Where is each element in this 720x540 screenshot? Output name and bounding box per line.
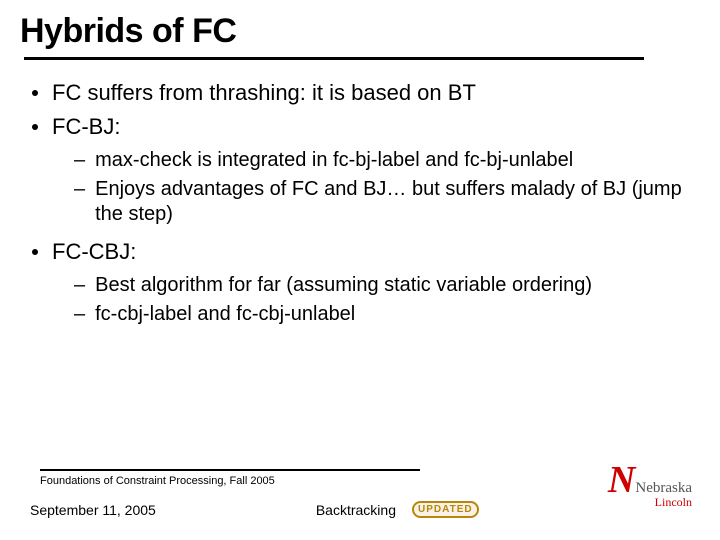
content-area: FC suffers from thrashing: it is based o… (0, 60, 720, 327)
slide-title: Hybrids of FC (20, 12, 700, 51)
university-logo: NNebraska Lincoln (608, 465, 692, 510)
dash-icon: – (74, 302, 85, 327)
bullet-item: FC-CBJ: (32, 239, 688, 265)
footer-date: September 11, 2005 (30, 502, 156, 518)
sub-bullet-text: Enjoys advantages of FC and BJ… but suff… (95, 177, 688, 227)
bullet-text: FC-BJ: (52, 114, 120, 140)
sub-bullet-text: Best algorithm for far (assuming static … (95, 273, 592, 298)
dash-icon: – (74, 148, 85, 173)
updated-badge: UPDATED (412, 501, 479, 518)
bullet-dot-icon (32, 124, 38, 130)
logo-letter-icon: N (608, 465, 635, 495)
title-area: Hybrids of FC (0, 0, 720, 60)
footer-rule (40, 469, 420, 471)
bullet-dot-icon (32, 90, 38, 96)
bullet-text: FC-CBJ: (52, 239, 136, 265)
sub-bullet-item: – fc-cbj-label and fc-cbj-unlabel (74, 302, 688, 327)
logo-row: NNebraska (608, 465, 692, 497)
bullet-dot-icon (32, 249, 38, 255)
sub-bullet-text: max-check is integrated in fc-bj-label a… (95, 148, 573, 173)
sub-bullet-item: – max-check is integrated in fc-bj-label… (74, 148, 688, 173)
bullet-text: FC suffers from thrashing: it is based o… (52, 80, 476, 106)
footer-topic: Backtracking (316, 502, 396, 518)
dash-icon: – (74, 177, 85, 202)
logo-name: Nebraska (635, 480, 692, 496)
sub-list: – Best algorithm for far (assuming stati… (32, 273, 688, 327)
bullet-item: FC suffers from thrashing: it is based o… (32, 80, 688, 106)
bullet-item: FC-BJ: (32, 114, 688, 140)
sub-bullet-text: fc-cbj-label and fc-cbj-unlabel (95, 302, 355, 327)
footer-row: September 11, 2005 Backtracking UPDATED (30, 501, 690, 518)
footer-course: Foundations of Constraint Processing, Fa… (40, 475, 690, 487)
dash-icon: – (74, 273, 85, 298)
sub-bullet-item: – Best algorithm for far (assuming stati… (74, 273, 688, 298)
sub-bullet-item: – Enjoys advantages of FC and BJ… but su… (74, 177, 688, 227)
sub-list: – max-check is integrated in fc-bj-label… (32, 148, 688, 227)
